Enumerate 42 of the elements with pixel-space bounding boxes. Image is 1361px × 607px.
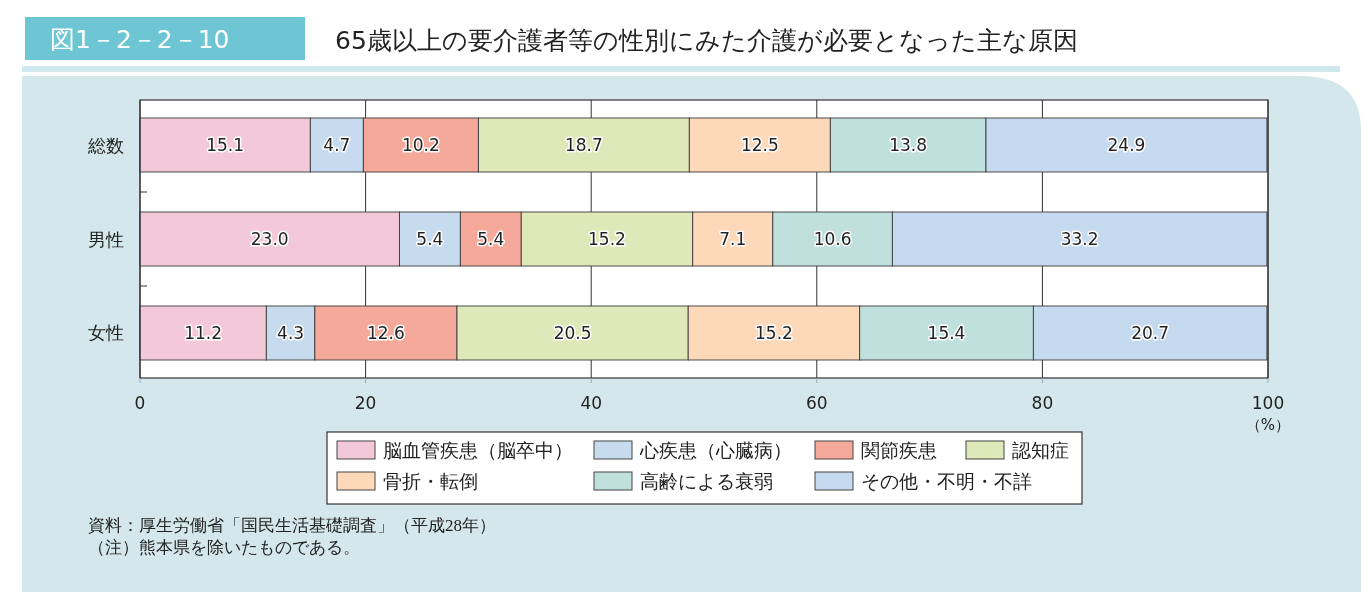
- x-tick-label: 20: [354, 393, 377, 413]
- legend-label: 認知症: [1012, 439, 1069, 461]
- data-label: 11.2: [184, 323, 223, 343]
- chart-title: 65歳以上の要介護者等の性別にみた介護が必要となった主な原因: [335, 26, 1078, 55]
- y-tick-label: 総数: [87, 134, 124, 156]
- data-label: 20.7: [1131, 323, 1170, 343]
- legend-label: その他・不明・不詳: [861, 470, 1032, 492]
- legend-label: 脳血管疾患（脳卒中）: [383, 439, 573, 461]
- data-label: 20.5: [553, 323, 592, 343]
- legend-label: 心疾患（心臓病）: [639, 439, 792, 461]
- y-tick-label: 男性: [88, 228, 124, 250]
- data-label: 15.2: [755, 323, 793, 343]
- data-label: 4.3: [277, 323, 305, 343]
- data-label: 12.6: [366, 323, 405, 343]
- data-label: 33.2: [1060, 229, 1099, 249]
- data-label: 5.4: [416, 229, 444, 249]
- x-tick-label: 100: [1251, 393, 1285, 413]
- data-label: 10.6: [813, 229, 852, 249]
- text: 資料：厚生労働省「国民生活基礎調査」（平成28年）: [88, 516, 496, 535]
- data-label: 4.7: [323, 135, 351, 155]
- data-label: 13.8: [889, 135, 928, 155]
- x-axis-title: （%）: [1245, 416, 1291, 434]
- data-label: 7.1: [719, 229, 747, 249]
- data-label: 5.4: [477, 229, 505, 249]
- x-tick-label: 0: [134, 393, 146, 413]
- data-label: 24.9: [1107, 135, 1146, 155]
- data-label: 18.7: [564, 135, 603, 155]
- data-label: 10.2: [401, 135, 440, 155]
- data-label: 15.4: [927, 323, 966, 343]
- legend-label: 高齢による衰弱: [640, 470, 773, 492]
- x-tick-label: 40: [580, 393, 603, 413]
- chart-subtitle: 図1－2－2－10: [50, 25, 230, 54]
- data-label: 15.1: [206, 135, 245, 155]
- legend-label: 骨折・転倒: [383, 470, 478, 492]
- x-tick-label: 60: [805, 393, 828, 413]
- data-label: 23.0: [250, 229, 289, 249]
- legend-label: 関節疾患: [861, 439, 937, 461]
- text: （注）熊本県を除いたものである。: [88, 538, 360, 557]
- data-label: 15.2: [588, 229, 626, 249]
- x-tick-label: 80: [1031, 393, 1054, 413]
- data-label: 12.5: [740, 135, 779, 155]
- y-tick-label: 女性: [88, 322, 124, 344]
